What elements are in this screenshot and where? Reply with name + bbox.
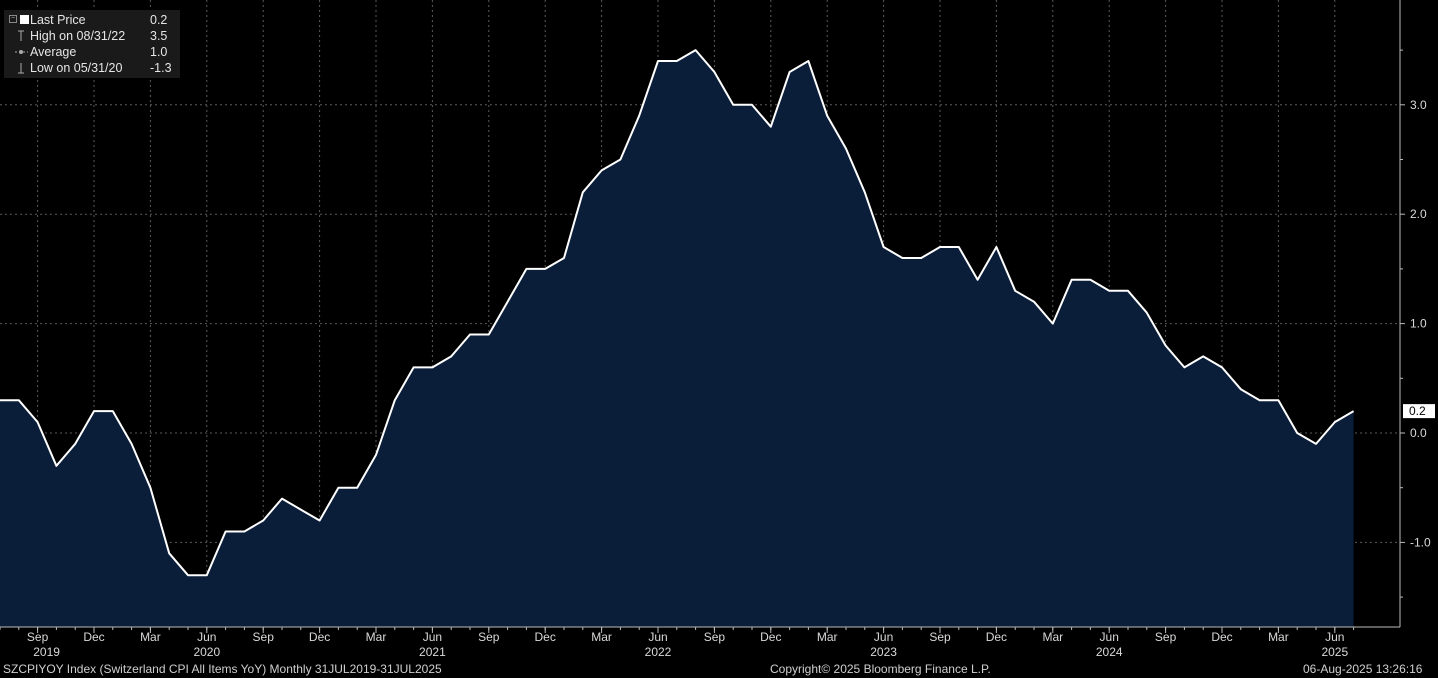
footer-series-info: SZCPIYOY Index (Switzerland CPI All Item…	[3, 662, 442, 676]
x-year-label: 2022	[645, 645, 672, 659]
footer-copyright: Copyright© 2025 Bloomberg Finance L.P.	[770, 662, 991, 676]
area-layer	[0, 49, 1355, 628]
x-month-label: Dec	[760, 630, 781, 644]
legend-marker-average-marker-icon	[8, 44, 30, 60]
x-month-label: Sep	[929, 630, 951, 644]
x-month-label: Mar	[366, 630, 387, 644]
x-month-label: Sep	[478, 630, 500, 644]
legend-label: Low on 05/31/20	[30, 61, 123, 75]
x-month-label: Mar	[591, 630, 612, 644]
last-value-label: 0.2	[1409, 404, 1426, 418]
x-month-label: Dec	[309, 630, 330, 644]
axis-ticks: 3.0 2.0 1.0 0.0 -1.0 Sep Dec Mar Jun Sep Dec Mar Jun…	[0, 49, 1435, 659]
x-month-label: Sep	[27, 630, 49, 644]
x-year-label: 2019	[33, 645, 60, 659]
footer-timestamp: 06-Aug-2025 13:26:16	[1303, 662, 1423, 676]
legend-row-low: Low on 05/31/20 -1.3	[8, 60, 178, 76]
expand-icon[interactable]: −	[9, 15, 17, 23]
x-month-label: Jun	[197, 630, 216, 644]
x-year-label: 2020	[193, 645, 220, 659]
legend-marker-low-marker-icon	[8, 60, 30, 76]
x-year-label: 2025	[1321, 645, 1348, 659]
x-month-label: Mar	[817, 630, 838, 644]
x-month-label: Sep	[253, 630, 275, 644]
x-year-label: 2024	[1096, 645, 1123, 659]
x-year-label: 2023	[870, 645, 897, 659]
y-tick-label: 2.0	[1410, 207, 1427, 221]
x-month-label: Jun	[1325, 630, 1344, 644]
legend-label: High on 08/31/22	[30, 29, 126, 43]
y-tick-label: 1.0	[1410, 317, 1427, 331]
legend-row-high: High on 08/31/22 3.5	[8, 28, 178, 44]
x-month-label: Mar	[1042, 630, 1063, 644]
x-month-label: Jun	[423, 630, 442, 644]
series-area	[0, 50, 1354, 628]
last-value-tag	[1403, 404, 1435, 419]
legend-marker-square-icon: −	[8, 12, 30, 28]
legend-row-average: Average 1.0	[8, 44, 178, 60]
x-month-label: Dec	[83, 630, 104, 644]
legend-label: Average	[30, 45, 77, 59]
x-month-label: Jun	[874, 630, 893, 644]
x-month-label: Dec	[986, 630, 1007, 644]
x-month-label: Sep	[1155, 630, 1177, 644]
series-line	[0, 49, 1355, 577]
y-tick-label: 3.0	[1410, 98, 1427, 112]
legend-value: -1.3	[150, 61, 172, 75]
legend: − Last Price 0.2 High on 08/31/22 3.5 Av…	[4, 10, 180, 78]
x-month-label: Jun	[1100, 630, 1119, 644]
x-month-label: Dec	[535, 630, 556, 644]
y-tick-label: 0.0	[1410, 426, 1427, 440]
x-month-label: Mar	[1268, 630, 1289, 644]
x-month-label: Mar	[140, 630, 161, 644]
y-tick-label: -1.0	[1410, 535, 1431, 549]
legend-marker-high-marker-icon	[8, 28, 30, 44]
legend-value: 3.5	[150, 29, 168, 43]
legend-row-last-price: − Last Price 0.2	[8, 12, 178, 28]
x-year-label: 2021	[419, 645, 446, 659]
legend-value: 0.2	[150, 13, 168, 27]
legend-label: Last Price	[30, 13, 86, 27]
legend-value: 1.0	[150, 45, 168, 59]
x-month-label: Dec	[1211, 630, 1232, 644]
x-month-label: Jun	[648, 630, 667, 644]
x-month-label: Sep	[704, 630, 726, 644]
